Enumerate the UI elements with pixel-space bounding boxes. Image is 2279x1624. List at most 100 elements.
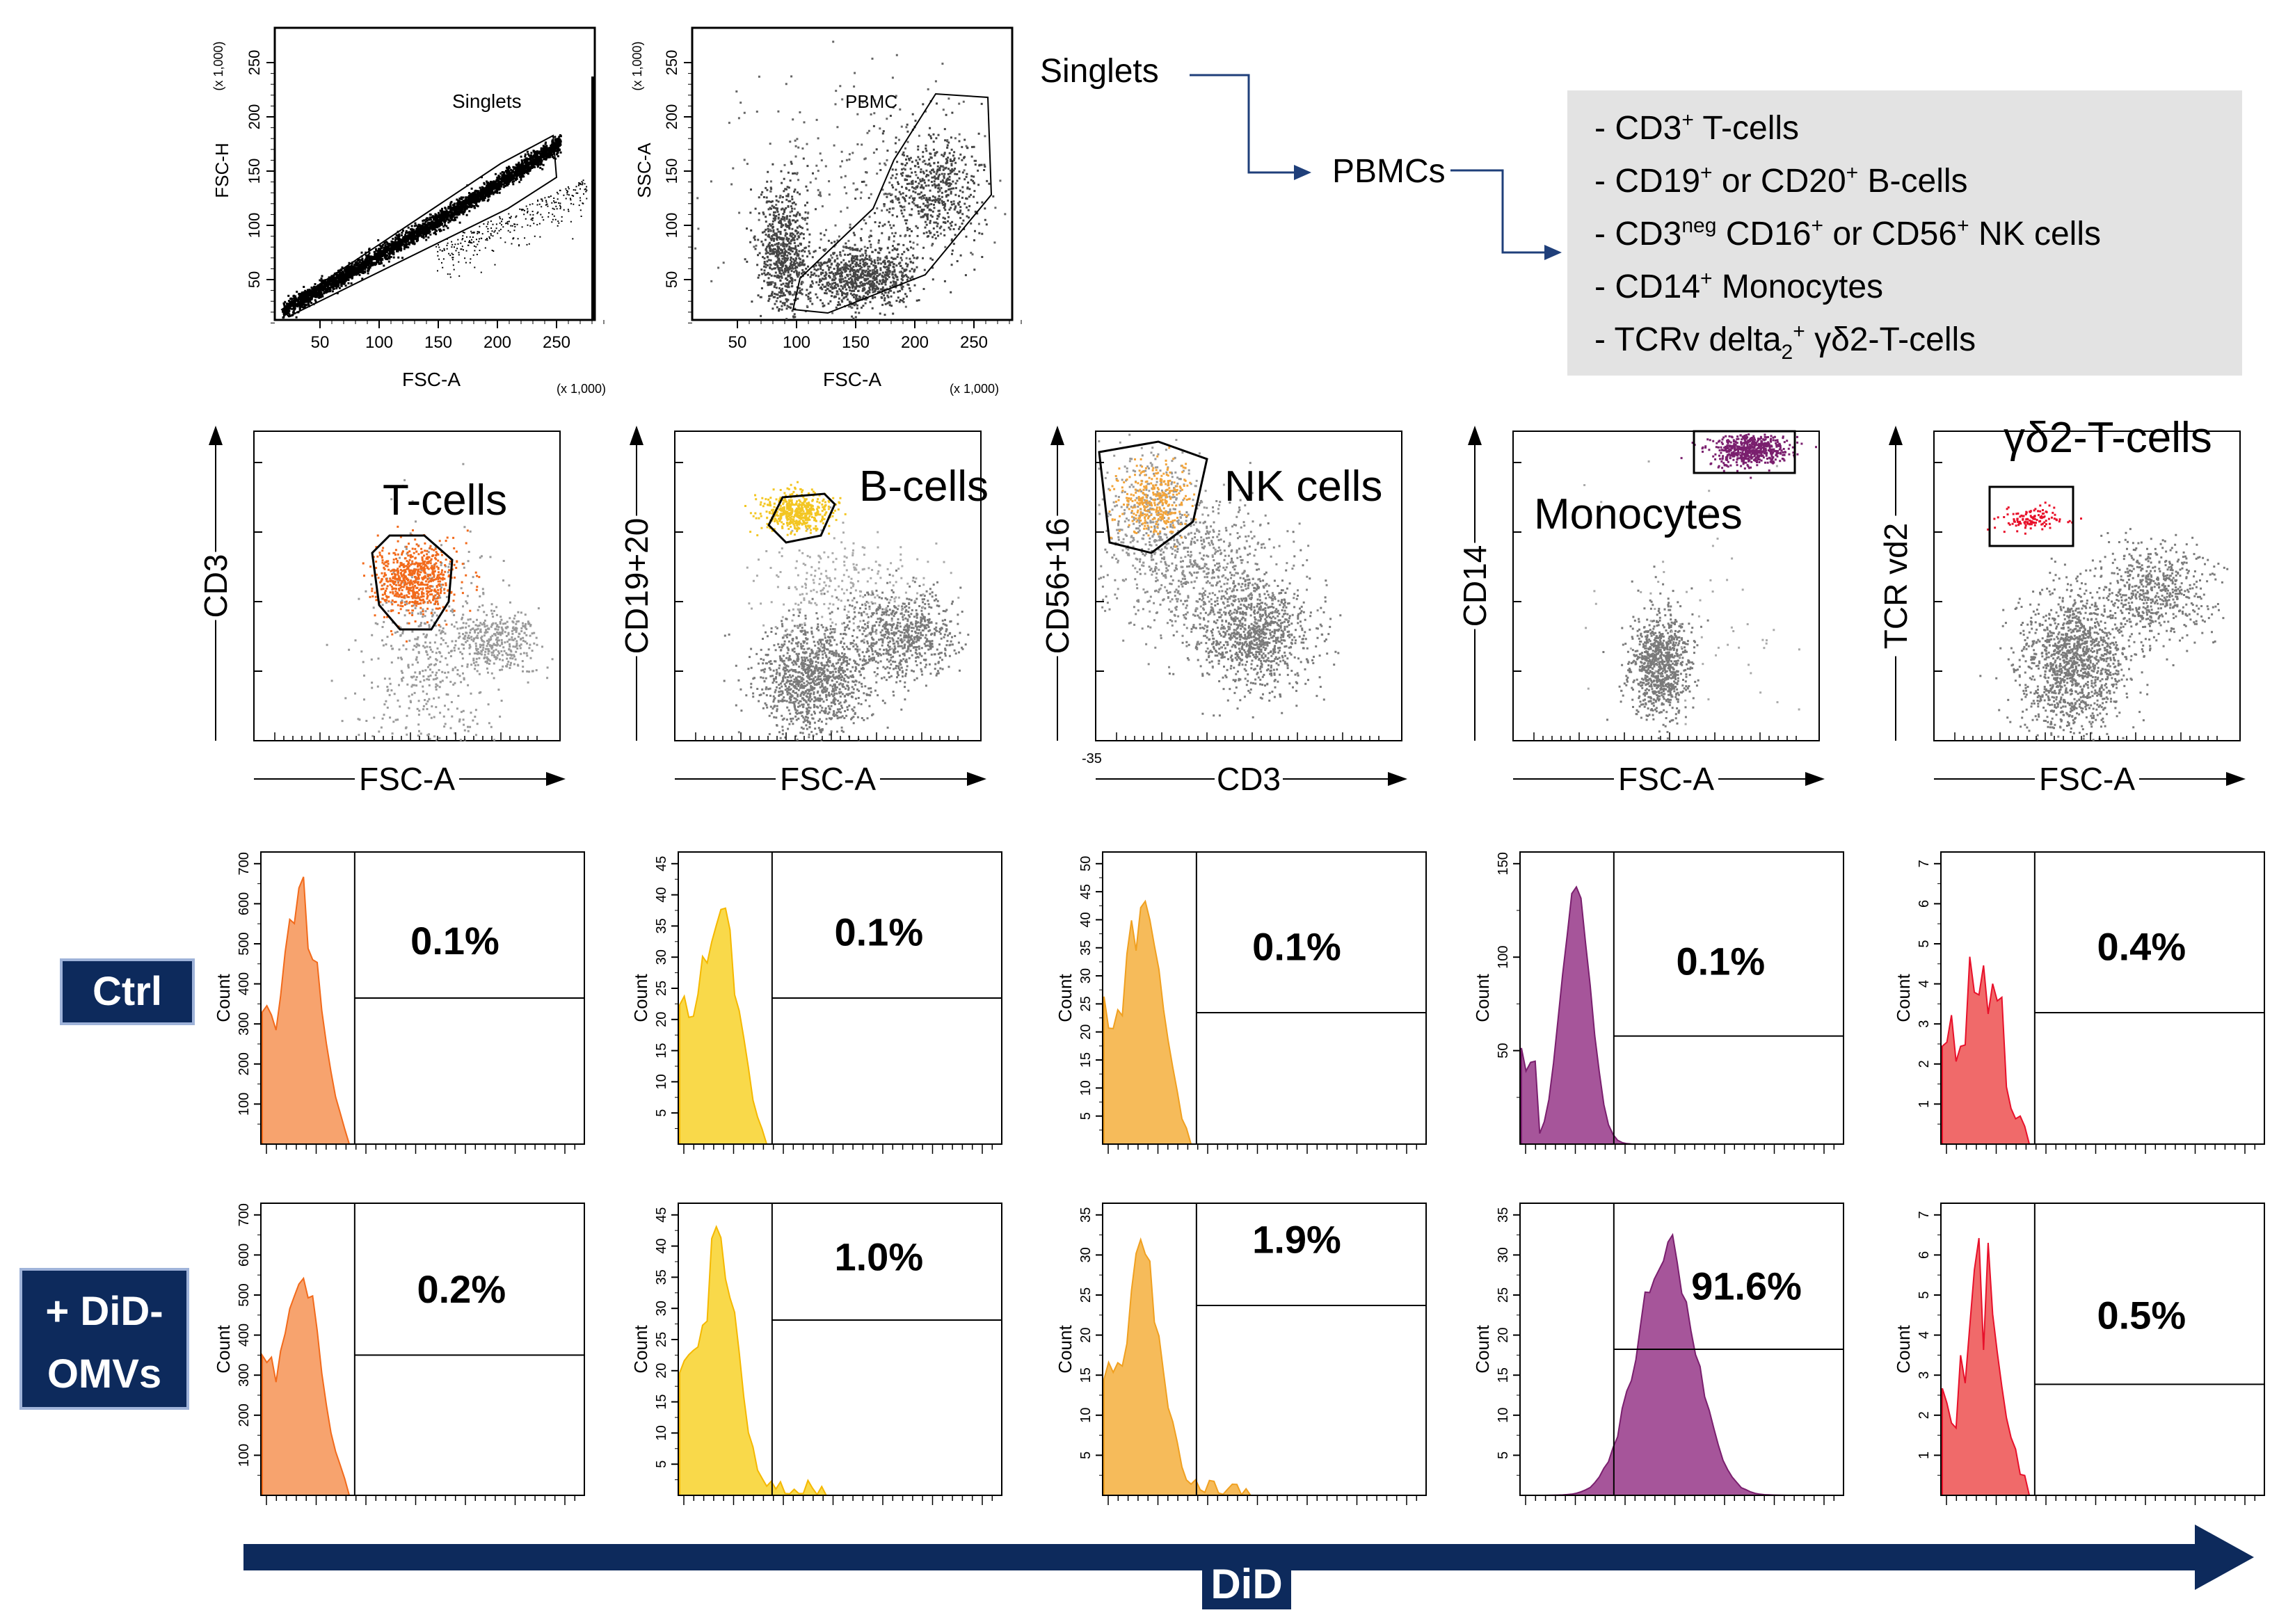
- count-tick-label: 30: [1078, 1247, 1094, 1262]
- scatter-title: B-cells: [859, 463, 989, 510]
- histogram-did-1: 100 200 300 400 500 600 700 Count 0.2%: [213, 1203, 585, 1505]
- scatter-ylabel: CD3: [198, 554, 234, 618]
- scatter-ylabel: CD56+16: [1039, 518, 1075, 654]
- percent-positive-label: 1.0%: [834, 1235, 923, 1279]
- scale-label-y1: (x 1,000): [211, 41, 225, 90]
- scatter-dots: [1098, 433, 1342, 718]
- y-tick-label: 150: [663, 159, 680, 184]
- scatter-ylabel: CD14: [1457, 545, 1493, 627]
- scatter-dots: [723, 481, 970, 741]
- count-tick-label: 4: [1917, 1331, 1932, 1339]
- flow-pbmcs: PBMCs: [1332, 153, 1446, 190]
- count-axis-label: Count: [1472, 974, 1493, 1022]
- scatter-panel-4: Monocytes CD14 FSC-A: [1457, 426, 1825, 797]
- count-tick-label: 200: [237, 1404, 252, 1426]
- count-tick-label: 5: [1917, 940, 1932, 947]
- count-tick-label: 1: [1917, 1100, 1932, 1108]
- count-tick-label: 40: [1078, 912, 1094, 927]
- ssc-a-label: SSC-A: [634, 143, 655, 198]
- scale-label-x2: (x 1,000): [950, 382, 999, 396]
- scatter-dots: [326, 463, 554, 741]
- y-tick-label: 50: [663, 271, 680, 288]
- population-list-box: - CD3+ T-cells - CD19+ or CD20+ B-cells …: [1567, 90, 2242, 376]
- count-axis-label: Count: [1055, 1325, 1075, 1374]
- count-tick-label: 25: [1078, 1287, 1094, 1303]
- count-tick-label: 40: [654, 1238, 669, 1253]
- flow-singlets: Singlets: [1040, 53, 1159, 90]
- percent-positive-label: 0.1%: [410, 919, 499, 963]
- count-tick-label: 5: [654, 1109, 669, 1117]
- scatter-xlabel: FSC-A: [1618, 761, 1714, 797]
- gating-plot-pbmc: PBMC SSC-A (x 1,000) FSC-A (x 1,000) 50 1…: [630, 26, 1022, 396]
- x-tick-label: 200: [901, 333, 929, 352]
- x-tick-label: 100: [365, 333, 393, 352]
- y-tick-label: 200: [663, 104, 680, 130]
- scatter-title: NK cells: [1224, 463, 1382, 510]
- count-axis-label: Count: [1893, 1325, 1914, 1374]
- count-tick-label: 45: [1078, 884, 1094, 899]
- count-tick-label: 25: [654, 1332, 669, 1347]
- count-tick-label: 5: [1078, 1112, 1094, 1120]
- y-tick-label: 100: [246, 213, 263, 239]
- histogram-bars: [1521, 885, 1842, 1145]
- count-tick-label: 45: [654, 1207, 669, 1223]
- scatter-ylabel: CD19+20: [618, 518, 655, 654]
- count-tick-label: 100: [237, 1444, 252, 1467]
- population-item: - CD3+ T-cells: [1594, 108, 1799, 147]
- count-tick-label: 1: [1917, 1452, 1932, 1459]
- x-tick-label: 200: [483, 333, 511, 352]
- scatter-panel-5: γδ2-T-cells TCR vd2 FSC-A: [1878, 414, 2246, 797]
- count-tick-label: 5: [654, 1461, 669, 1468]
- count-tick-label: 20: [654, 1363, 669, 1378]
- scatter-xlabel: FSC-A: [359, 761, 455, 797]
- count-tick-label: 200: [237, 1052, 252, 1075]
- count-tick-label: 3: [1917, 1372, 1932, 1379]
- count-axis-label: Count: [1055, 974, 1075, 1022]
- count-tick-label: 400: [237, 972, 252, 995]
- population-item: - CD19+ or CD20+ B-cells: [1594, 161, 1968, 200]
- percent-positive-label: 0.5%: [2097, 1294, 2186, 1337]
- count-tick-label: 100: [237, 1093, 252, 1116]
- count-tick-label: 20: [1078, 1327, 1094, 1342]
- count-tick-label: 20: [654, 1012, 669, 1027]
- scatter-xlabel: CD3: [1217, 761, 1281, 797]
- x-tick-label: 50: [311, 333, 330, 352]
- x-tick-label: 250: [960, 333, 988, 352]
- count-tick-label: 15: [1078, 1367, 1094, 1383]
- fsc-a-label-1: FSC-A: [402, 369, 461, 390]
- fsc-a-label-2: FSC-A: [823, 369, 881, 390]
- count-tick-label: 500: [237, 1283, 252, 1306]
- count-tick-label: 35: [654, 1269, 669, 1285]
- count-tick-label: 2: [1917, 1411, 1932, 1419]
- scatter-panel-3: NK cells CD56+16 CD3 -35: [1039, 426, 1407, 797]
- histogram-bars: [262, 876, 583, 1145]
- scale-label-y2: (x 1,000): [630, 41, 644, 90]
- gating-plot-singlets-dots: [282, 77, 594, 320]
- count-tick-label: 6: [1917, 1251, 1932, 1259]
- y-tick-label: 100: [663, 213, 680, 239]
- population-item: - CD3neg CD16+ or CD56+ NK cells: [1594, 214, 2101, 252]
- count-tick-label: 150: [1496, 852, 1511, 875]
- count-tick-label: 25: [1078, 996, 1094, 1011]
- scatter-title: T-cells: [383, 476, 507, 524]
- count-tick-label: 300: [237, 1364, 252, 1387]
- histogram-did-3: 5 10 15 20 25 30 35 Count 1.9%: [1055, 1203, 1427, 1505]
- count-tick-label: 300: [237, 1013, 252, 1036]
- count-tick-label: 10: [654, 1425, 669, 1440]
- scatter-panel-1: T-cells CD3 FSC-A: [198, 426, 566, 797]
- count-axis-label: Count: [1893, 974, 1914, 1022]
- histogram-bars: [1103, 1237, 1425, 1497]
- x-tick-label: 150: [842, 333, 870, 352]
- percent-positive-label: 0.1%: [1252, 924, 1341, 968]
- did-axis-arrow: DiD: [243, 1525, 2254, 1609]
- count-tick-label: 700: [237, 1203, 252, 1226]
- count-tick-label: 7: [1917, 860, 1932, 867]
- count-tick-label: 20: [1078, 1024, 1094, 1040]
- count-tick-label: 50: [1496, 1043, 1511, 1058]
- count-tick-label: 2: [1917, 1060, 1932, 1068]
- count-tick-label: 25: [654, 981, 669, 996]
- count-axis-label: Count: [630, 1325, 651, 1374]
- scale-label-x1: (x 1,000): [557, 382, 606, 396]
- histogram-did-5: 1 2 3 4 5 6 7 Count 0.5%: [1893, 1203, 2265, 1505]
